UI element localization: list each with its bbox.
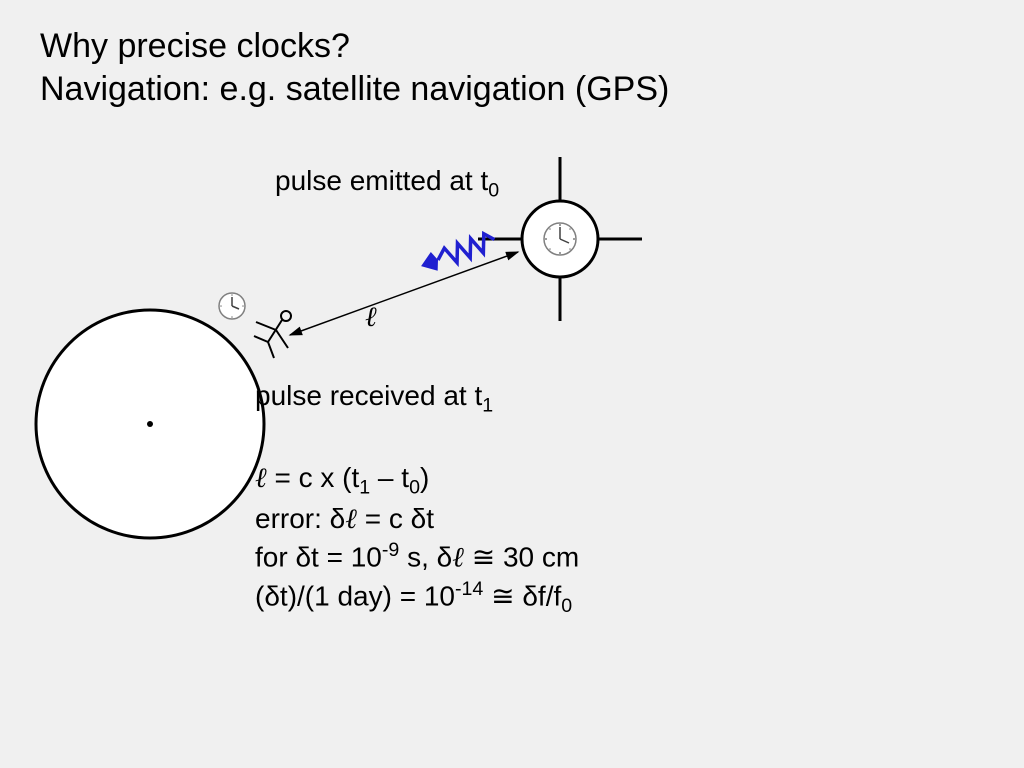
satellite-clock-icon <box>544 223 576 255</box>
label-recv-sub: 1 <box>482 395 493 417</box>
label-pulse-emitted: pulse emitted at t0 <box>275 165 499 203</box>
diagram-canvas <box>0 0 1024 768</box>
eq-line-2: error: δℓ = c δt <box>255 501 579 538</box>
eq-line-4: (δt)/(1 day) = 10-14 ≅ δf/f0 <box>255 577 579 619</box>
pulse-wave-icon <box>418 230 498 275</box>
person-icon <box>254 311 291 358</box>
distance-arrow <box>290 252 518 335</box>
ell-symbol: ℓ <box>365 302 377 333</box>
eq-line-1: ℓ = c x (t1 – t0) <box>255 460 579 501</box>
earth-center-dot <box>147 421 153 427</box>
eq-line-3: for δt = 10-9 s, δℓ ≅ 30 cm <box>255 538 579 577</box>
label-recv-text: pulse received at t <box>255 380 482 411</box>
slide-root: Why precise clocks? Navigation: e.g. sat… <box>0 0 1024 768</box>
person-clock-icon <box>219 293 245 319</box>
equations-block: ℓ = c x (t1 – t0) error: δℓ = c δt for δ… <box>255 460 579 620</box>
label-emit-text: pulse emitted at t <box>275 165 488 196</box>
label-ell: ℓ <box>365 301 377 334</box>
label-emit-sub: 0 <box>488 180 499 202</box>
label-pulse-received: pulse received at t1 <box>255 380 493 418</box>
